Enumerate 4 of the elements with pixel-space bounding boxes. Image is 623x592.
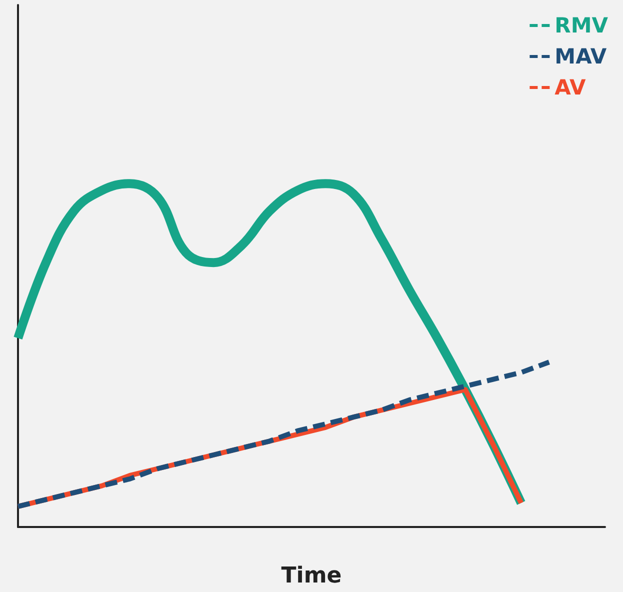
legend-label: AV bbox=[554, 76, 587, 100]
legend-label: MAV bbox=[554, 44, 608, 68]
x-axis-title: Time bbox=[281, 564, 342, 588]
legend-label: RMV bbox=[554, 14, 609, 38]
